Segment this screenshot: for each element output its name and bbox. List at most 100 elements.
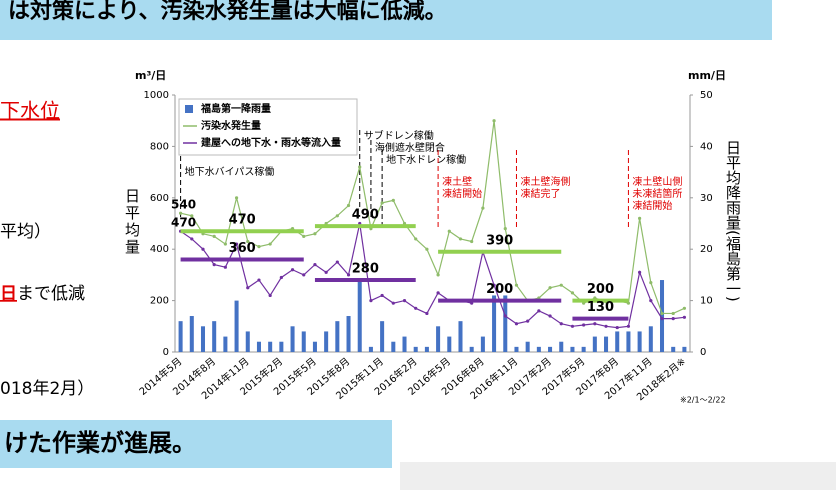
point [178,211,183,215]
point [682,315,687,319]
bar [592,336,597,352]
point [682,306,687,310]
y2-unit: mm/日 [688,69,726,82]
point [212,234,216,238]
point [223,265,227,269]
point [559,283,563,287]
point [212,263,216,267]
point [257,278,261,282]
bar [469,346,474,352]
point [279,275,283,280]
bar [492,295,497,352]
bar [290,326,295,352]
footer-band [0,420,392,468]
point [447,229,451,233]
bar [413,346,418,352]
bar [648,326,653,352]
point [223,242,227,246]
point [290,268,295,272]
point [391,198,395,202]
bar [223,336,228,352]
point [582,323,586,327]
point [234,242,239,246]
bar [424,346,429,352]
legend-label: 福島第一降雨量 [200,102,271,115]
bar [458,321,463,352]
y-tick-label: 400 [150,244,169,255]
bar [368,346,373,352]
bar [245,331,250,352]
annotation: 凍土壁山側 [632,175,682,188]
y-tick-label: 200 [150,296,169,307]
annotation: 凍土壁海側 [520,175,570,188]
point [537,309,541,313]
point [615,325,619,330]
point [514,322,519,326]
y2-tick-label: 40 [700,141,713,152]
bar [436,326,441,352]
bar [570,346,575,352]
average-label: 200 [486,282,513,297]
point [335,260,339,264]
average-label: 280 [352,262,379,277]
side-text: 018年2月） [0,379,94,399]
bar [178,321,183,352]
line [180,223,685,329]
annotation: 凍結開始 [632,199,672,212]
bar [548,346,553,352]
point [671,311,675,316]
point [436,291,440,295]
point [425,247,429,251]
bar [659,280,665,352]
point [503,227,507,231]
legend-swatch [185,105,193,113]
bar [536,346,541,352]
point [548,314,552,318]
point [190,237,194,241]
bar [279,341,284,352]
point [436,273,440,277]
y-unit: m³/日 [135,69,166,82]
bar [335,321,340,352]
annotation: サブドレン稼働 [364,129,434,142]
annotation: 地下水バイパス稼働 [185,165,275,178]
point [604,324,608,328]
point [358,165,362,169]
point [313,263,317,267]
bar [514,346,519,352]
side-text: 平均） [0,222,51,242]
bar [604,336,609,352]
bar [480,336,485,352]
bar [581,346,586,352]
point [246,286,250,290]
note: ※2/1～2/22 [680,396,726,405]
point [470,239,474,244]
point [638,270,642,274]
y-tick-label: 800 [150,141,169,152]
average-label: 390 [486,233,513,248]
point [638,216,642,220]
bar [200,326,206,352]
annotation: 凍結開始 [442,187,482,200]
bar [346,316,351,352]
point [626,324,631,328]
bar [324,331,329,352]
point [380,201,384,205]
annotation: 未凍結箇所 [632,187,682,200]
bar [380,321,385,352]
average-label: 360 [229,241,256,256]
point [302,273,306,277]
average-label: 200 [587,282,614,297]
point [313,232,317,236]
point [190,214,194,218]
bar [301,331,306,352]
point [246,239,250,244]
legend-label: 建屋への地下水・雨水等流入量 [200,136,341,149]
bar [525,341,530,352]
bar [447,336,452,352]
y-label: 日平均量 [123,188,141,256]
bar [256,341,261,352]
bar [626,331,631,352]
y-tick-label: 1000 [144,90,169,101]
